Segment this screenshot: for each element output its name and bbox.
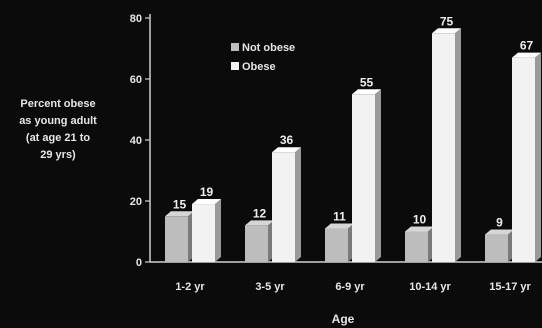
- y-tick-label: 0: [136, 257, 142, 269]
- bar-not-obese: [405, 231, 428, 262]
- bar-top-not-obese: [245, 220, 274, 226]
- y-axis-title-line-2: as young adult: [19, 115, 97, 127]
- bar-obese: [512, 57, 535, 263]
- y-axis-title: Percent obese as young adult (at age 21 …: [2, 96, 114, 164]
- y-axis-title-line-3: (at age 21 to: [25, 132, 91, 144]
- y-axis-title-line-1: Percent obese: [20, 98, 96, 110]
- chart-axes: 0 20 40 60 80: [130, 13, 542, 269]
- x-tick-label: 3-5 yr: [255, 281, 285, 293]
- legend-swatch-obese: [231, 62, 239, 70]
- bar-top-obese: [512, 52, 541, 58]
- bar-top-obese: [192, 199, 221, 205]
- bar-top-not-obese: [165, 211, 194, 217]
- bar-value-label: 19: [200, 185, 214, 199]
- bar-not-obese: [245, 225, 268, 262]
- bar-top-obese: [432, 28, 461, 34]
- bar-side-obese: [535, 52, 541, 263]
- bar-obese: [352, 94, 375, 262]
- bar-value-label: 67: [520, 39, 534, 53]
- bar-side-obese: [375, 89, 381, 262]
- x-tick-label: 15-17 yr: [489, 281, 531, 293]
- legend-label-not-obese: Not obese: [242, 42, 295, 54]
- legend-swatch-not-obese: [231, 43, 239, 51]
- bar-value-label: 55: [360, 75, 374, 89]
- bar-top-not-obese: [405, 226, 434, 232]
- bar-obese: [272, 152, 295, 262]
- bar-top-obese: [272, 147, 301, 153]
- bar-value-label: 12: [253, 206, 267, 220]
- chart-legend: Not obese Obese: [231, 42, 295, 73]
- bar-side-obese: [455, 28, 461, 262]
- bar-value-label: 75: [440, 14, 454, 28]
- y-tick-label: 40: [130, 135, 142, 147]
- bar-top-not-obese: [325, 223, 354, 229]
- chart-bars: 15 19 1-2 yr 12 36 3-5 yr 11 55 6-9 yr 10 75 10-14 …: [165, 14, 541, 293]
- bar-obese: [192, 204, 215, 262]
- bar-side-obese: [295, 147, 301, 262]
- x-axis-title: Age: [332, 312, 355, 326]
- bar-not-obese: [485, 234, 508, 262]
- bar-value-label: 10: [413, 213, 427, 227]
- bar-value-label: 36: [280, 133, 294, 147]
- bar-not-obese: [165, 216, 188, 262]
- x-tick-label: 1-2 yr: [175, 281, 205, 293]
- y-tick-label: 60: [130, 74, 142, 86]
- legend-label-obese: Obese: [242, 61, 276, 73]
- bar-top-obese: [352, 89, 381, 95]
- bar-value-label: 9: [496, 216, 503, 230]
- bar-obese: [432, 33, 455, 262]
- bar-value-label: 11: [333, 209, 346, 223]
- y-tick-label: 20: [130, 196, 142, 208]
- x-tick-label: 6-9 yr: [335, 281, 365, 293]
- y-tick-label: 80: [130, 13, 142, 25]
- x-tick-label: 10-14 yr: [409, 281, 451, 293]
- bar-side-obese: [215, 199, 221, 262]
- y-axis-title-line-4: 29 yrs): [40, 149, 76, 161]
- bar-not-obese: [325, 228, 348, 262]
- bar-top-not-obese: [485, 229, 514, 235]
- bar-value-label: 15: [173, 197, 187, 211]
